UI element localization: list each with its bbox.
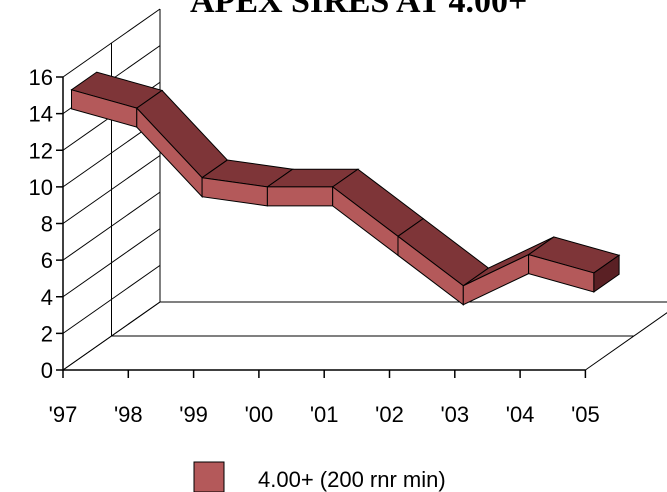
- legend: 4.00+ (200 rnr min): [193, 461, 446, 492]
- gridline-y: [62, 301, 161, 371]
- y-tick-label: 10: [29, 175, 53, 200]
- x-tick-label: '04: [506, 402, 535, 427]
- data-ribbon: [70, 71, 621, 306]
- y-tick-label: 4: [41, 285, 53, 310]
- x-tick-label: '97: [49, 402, 78, 427]
- x-tick-label: '01: [310, 402, 339, 427]
- y-tick-label: 14: [29, 102, 53, 127]
- y-tick-label: 6: [41, 248, 53, 273]
- x-tick-label: '02: [375, 402, 404, 427]
- gridline-y: [62, 191, 161, 261]
- y-tick-label: 12: [29, 138, 53, 163]
- x-tick-label: '98: [114, 402, 143, 427]
- ribbon-end-cap: [593, 254, 620, 293]
- gridline-y: [62, 264, 161, 334]
- ribbon-front-segment: [266, 186, 334, 207]
- chart-title: APEX SIRES AT 4.00+: [190, 0, 527, 20]
- y-tick-label: 8: [41, 212, 53, 237]
- y-tick-label: 2: [41, 321, 53, 346]
- x-tick-label: '00: [245, 402, 274, 427]
- y-tick-label: 0: [41, 358, 53, 383]
- x-tick-label: '05: [571, 402, 600, 427]
- y-tick-label: 16: [29, 65, 53, 90]
- x-tick-label: '99: [179, 402, 208, 427]
- y-axis: 0 2 4 6 8 10 12 14 16: [29, 65, 63, 383]
- gridline-y: [62, 155, 161, 224]
- x-axis: '97 '98 '99 '00 '01 '02 '03 '04 '05: [49, 370, 600, 427]
- x-tick-label: '03: [440, 402, 469, 427]
- legend-label: 4.00+ (200 rnr min): [258, 467, 446, 492]
- legend-swatch: [193, 461, 225, 492]
- gridline-y: [62, 228, 161, 298]
- gridline-y: [62, 8, 161, 78]
